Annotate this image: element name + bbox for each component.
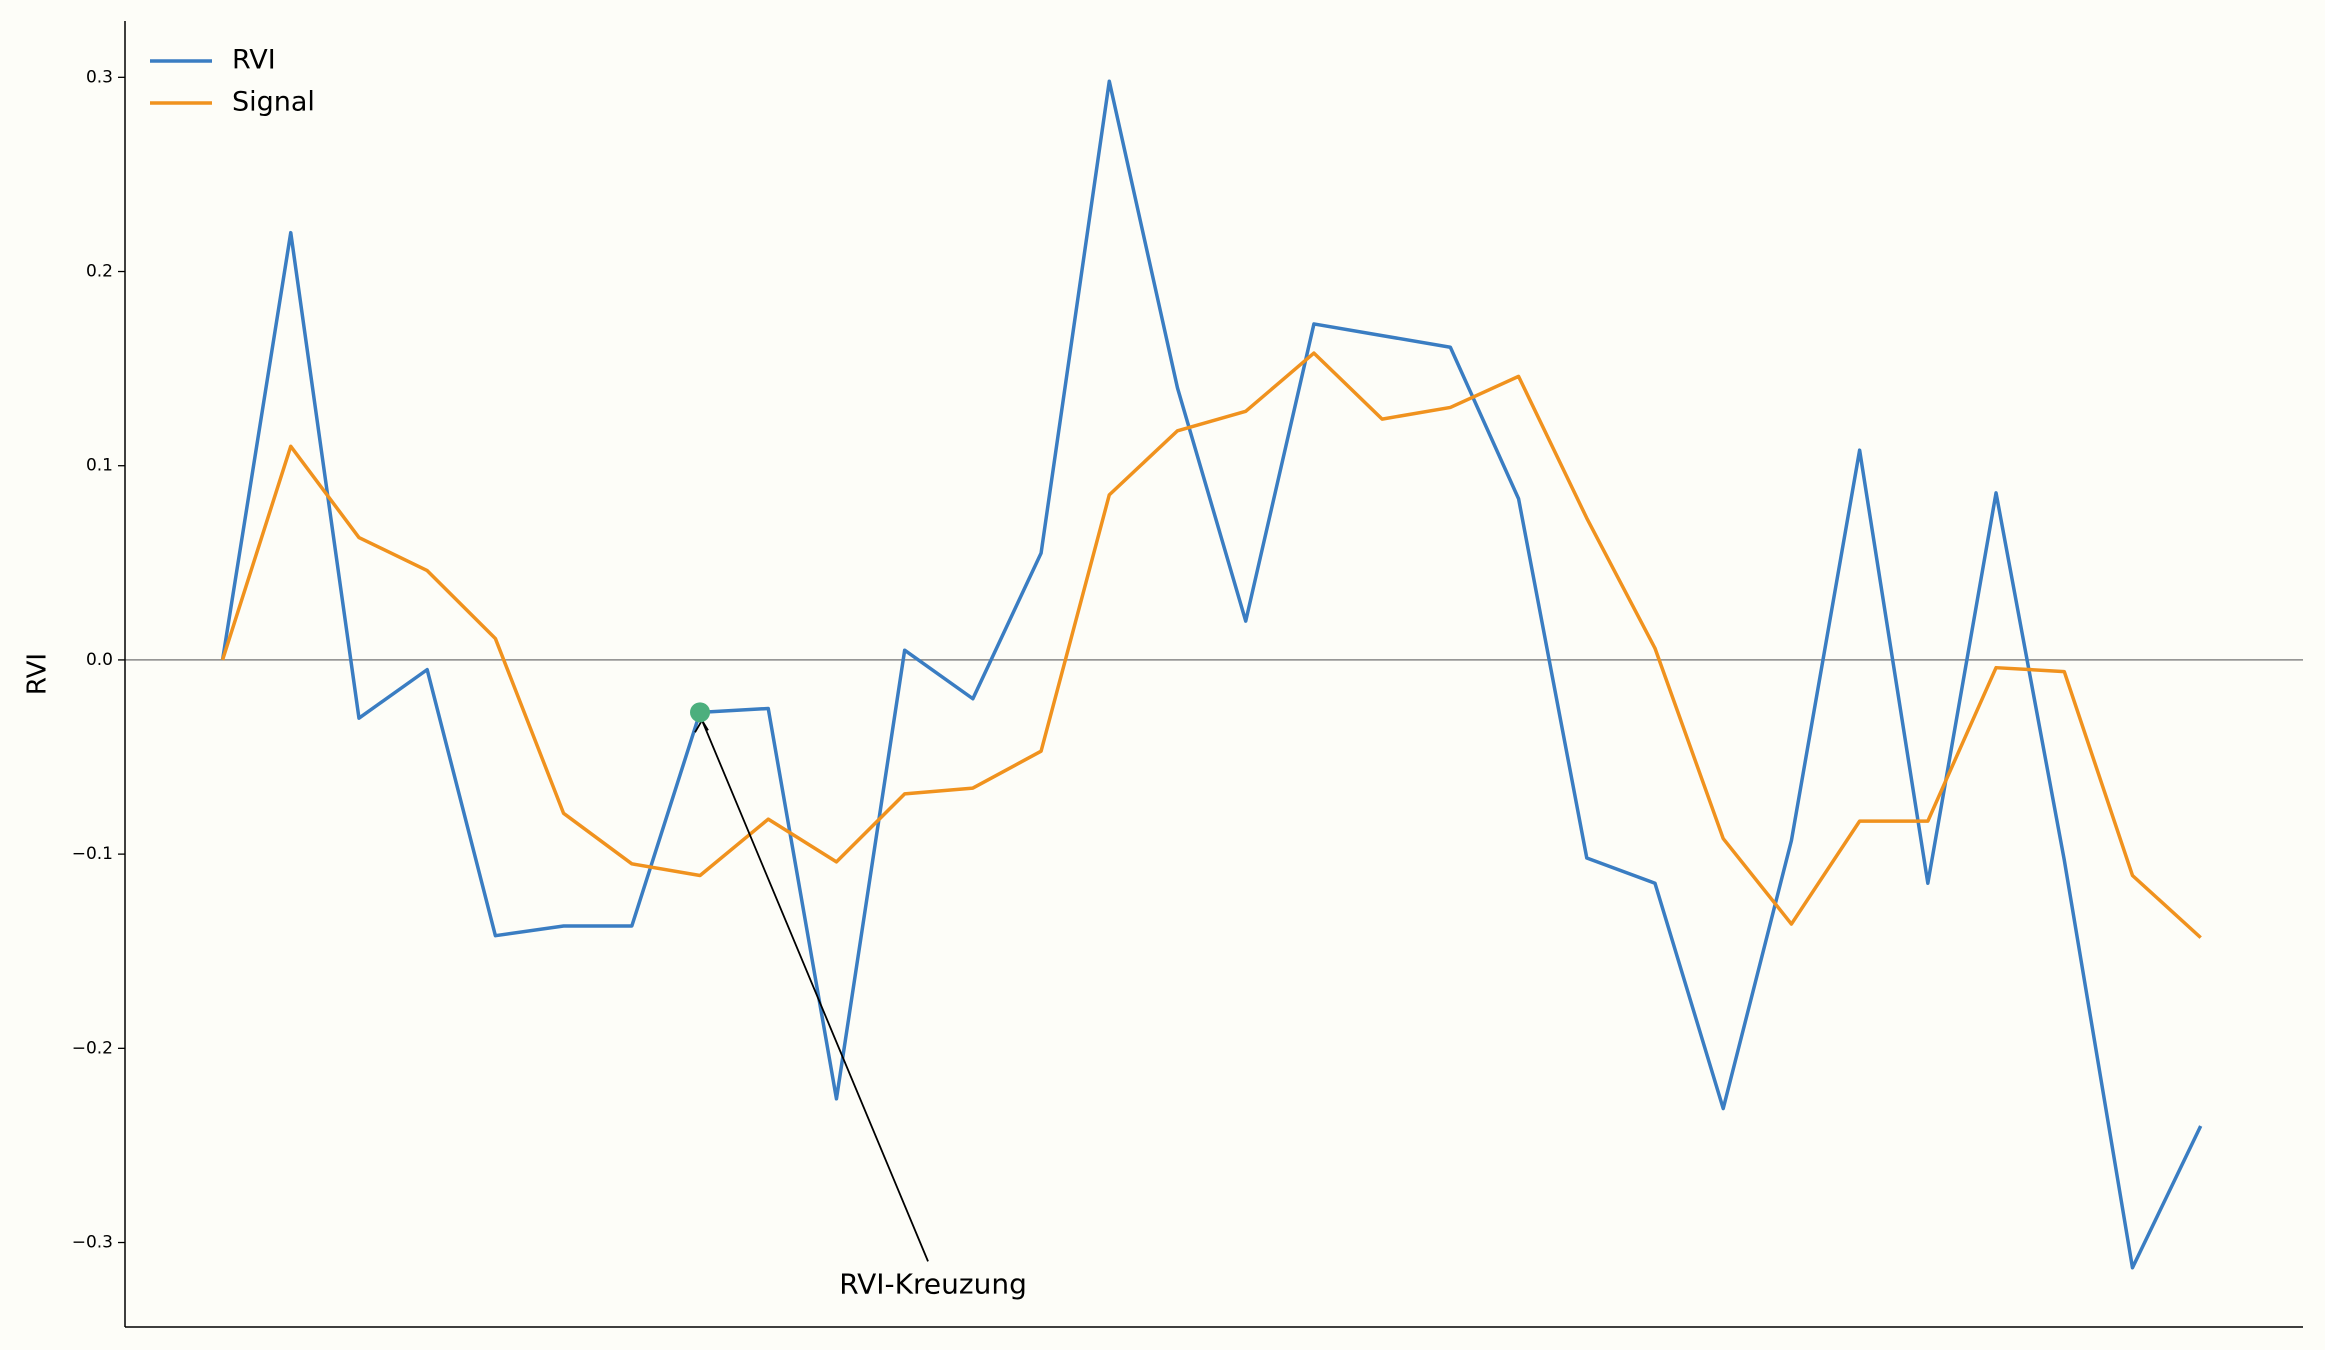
annotation-marker <box>690 702 711 723</box>
y-tick-label: −0.1 <box>72 844 113 864</box>
annotation-arrow <box>701 720 929 1262</box>
y-tick-label: −0.2 <box>72 1038 113 1058</box>
line-series <box>220 79 2203 1270</box>
line-series <box>220 351 2202 939</box>
y-tick-label: 0.2 <box>86 262 113 282</box>
y-axis-label: RVI <box>23 653 53 695</box>
legend-label: RVI <box>232 45 276 76</box>
annotation-text: RVI-Kreuzung <box>839 1267 1027 1300</box>
y-tick-label: −0.3 <box>72 1233 113 1253</box>
y-tick-label: 0.3 <box>86 67 113 87</box>
legend-label: Signal <box>232 87 315 118</box>
y-tick-label: 0.0 <box>86 650 113 670</box>
y-tick-label: 0.1 <box>86 456 113 476</box>
